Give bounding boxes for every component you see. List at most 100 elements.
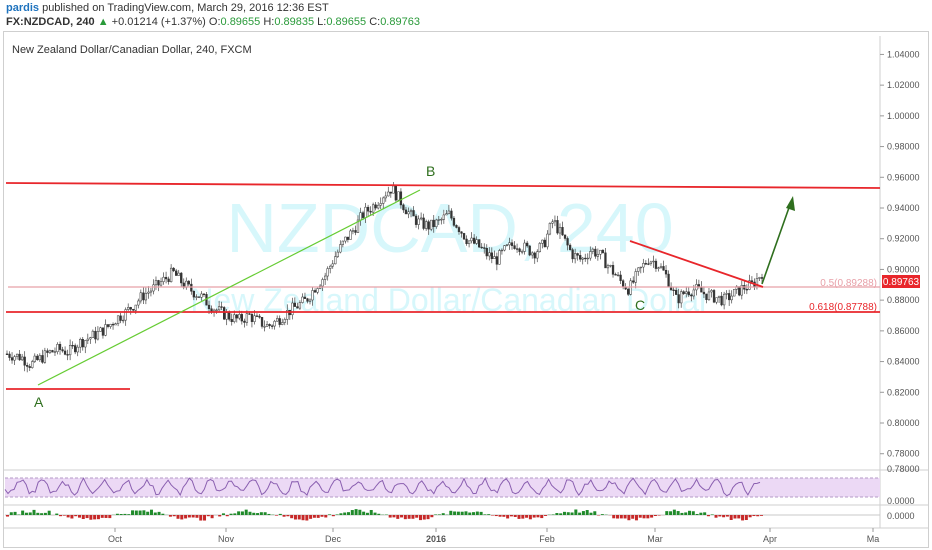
candle-body — [89, 337, 92, 340]
macd-bar — [752, 515, 756, 517]
macd-bar — [544, 515, 548, 516]
candle-body — [465, 238, 468, 244]
macd-bar — [115, 513, 119, 515]
wave-label-a: A — [34, 394, 44, 410]
macd-bar — [59, 515, 63, 517]
wave-ab-trendline[interactable] — [37, 189, 421, 386]
x-tick-label: 2016 — [426, 534, 446, 544]
candle-body — [79, 339, 82, 348]
candle-body — [601, 249, 605, 254]
candle-body — [642, 263, 645, 268]
candle-body — [111, 323, 115, 326]
candle-body — [316, 288, 319, 293]
candle-body — [485, 247, 488, 257]
low-label: L: — [317, 16, 327, 28]
candle-body — [652, 260, 655, 263]
candle-body — [470, 237, 473, 242]
candle-body — [374, 204, 377, 209]
wave-c-downtrend-line[interactable] — [629, 240, 764, 288]
candle-body — [336, 251, 339, 257]
macd-bar — [324, 515, 328, 518]
candle-body — [61, 349, 64, 352]
chart-frame — [3, 31, 929, 548]
last-price-badge — [882, 275, 920, 288]
x-tick-label: Apr — [763, 534, 777, 544]
candle-body — [56, 344, 59, 352]
candle-body — [409, 210, 413, 213]
macd-bar — [146, 511, 150, 515]
macd-bar — [339, 513, 343, 515]
y-tick-label: 0.98000 — [887, 142, 920, 152]
macd-bar — [638, 515, 642, 518]
candle-body — [21, 356, 24, 361]
macd-bar — [43, 512, 47, 515]
candle-body — [116, 315, 120, 324]
macd-bar — [305, 515, 309, 521]
candle-body — [647, 263, 650, 265]
macd-bar — [415, 515, 419, 518]
price-axis: 1.04000 1.02000 1.00000 0.98000 0.96000 0.940… — [880, 49, 920, 459]
candle-body — [268, 324, 271, 327]
close-value: 0.89763 — [380, 16, 420, 28]
candle-body — [515, 248, 519, 250]
macd-bar — [456, 511, 460, 515]
candle-body — [68, 344, 72, 356]
candle-body — [523, 242, 526, 252]
macd-bar — [309, 515, 313, 519]
author-link[interactable]: pardis — [6, 2, 40, 14]
candle-body — [127, 307, 130, 310]
candle-body — [379, 203, 382, 206]
candle-body — [568, 244, 572, 250]
candle-body — [255, 315, 259, 317]
candle-body — [137, 300, 140, 306]
candle-body — [738, 286, 741, 296]
candle-body — [306, 298, 309, 302]
macd-bar — [612, 515, 616, 519]
rsi-axis-label-top: 0.78000 — [887, 464, 920, 474]
candle-body — [740, 285, 743, 296]
candle-body — [649, 261, 653, 264]
breakout-arrow[interactable] — [761, 201, 792, 285]
candles — [5, 181, 764, 373]
last-price-value: 0.89763 — [883, 277, 920, 288]
candle-body — [417, 218, 420, 225]
publish-line: pardis published on TradingView.com, Mar… — [6, 2, 329, 14]
candle-body — [538, 243, 541, 252]
candle-body — [114, 323, 117, 326]
candle-body — [710, 290, 713, 293]
macd-bar — [142, 510, 146, 515]
candle-body — [149, 290, 153, 293]
candle-body — [134, 304, 137, 311]
candle-body — [457, 227, 461, 233]
macd-bar — [240, 511, 244, 515]
macd-bar — [737, 515, 741, 519]
candle-body — [258, 315, 261, 318]
macd-bar — [472, 512, 476, 515]
macd-bar — [706, 515, 710, 517]
macd-bar — [96, 515, 100, 520]
candle-body — [450, 210, 453, 219]
macd-bar — [672, 509, 676, 515]
candle-body — [730, 295, 733, 301]
candle-body — [662, 266, 665, 271]
candle-body — [124, 309, 127, 321]
macd-bar — [691, 511, 695, 515]
candle-body — [329, 265, 332, 269]
candle-body — [382, 197, 385, 204]
macd-bar — [267, 513, 271, 515]
candle-body — [389, 191, 392, 194]
candle-body — [31, 361, 34, 368]
candle-body — [387, 191, 390, 197]
macd-bar — [669, 511, 673, 515]
candle-body — [351, 230, 355, 232]
candle-body — [152, 284, 155, 292]
resistance-line[interactable] — [5, 182, 881, 189]
candle-body — [553, 220, 557, 223]
candle-body — [543, 239, 546, 248]
macd-bar — [350, 510, 354, 515]
candle-body — [157, 280, 160, 286]
macd-bar — [396, 515, 400, 519]
macd-bar — [642, 515, 646, 519]
macd-bar — [195, 515, 199, 518]
